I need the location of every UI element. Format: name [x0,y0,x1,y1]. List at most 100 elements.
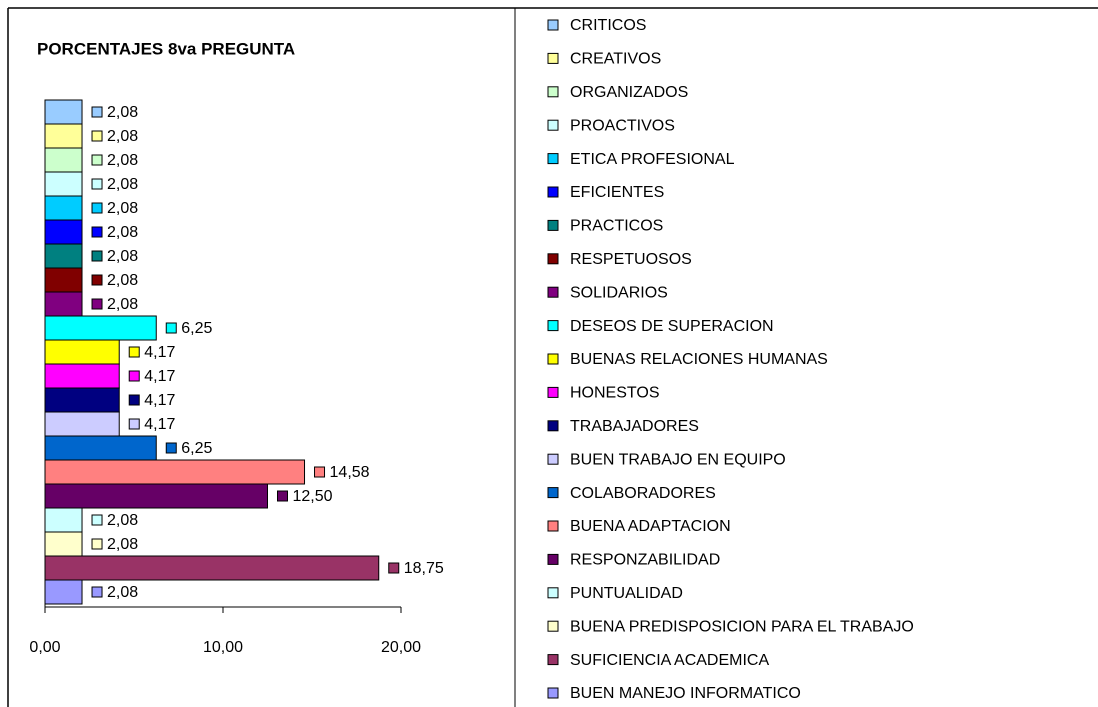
legend-label: CREATIVOS [570,51,661,68]
value-label-key [128,418,140,430]
value-label-key [128,370,140,382]
value-label: 2,08 [107,152,138,169]
bar [44,243,83,269]
value-label-key [314,466,326,478]
value-label: 2,08 [107,536,138,553]
value-label-key [91,250,103,262]
value-label-key [277,490,288,502]
legend-key [547,420,559,432]
value-label: 2,08 [107,512,138,529]
legend-key [547,286,559,298]
legend-key [547,320,559,332]
value-label-key [91,106,103,118]
legend-label: ORGANIZADOS [570,84,688,101]
bar [44,99,83,125]
legend-key [547,620,559,632]
legend-label: CRITICOS [570,17,646,34]
bar [44,387,120,413]
value-label-key [91,178,103,190]
bar [44,435,157,461]
bar [44,291,83,317]
bar [44,411,120,437]
value-label: 2,08 [107,248,138,265]
legend-key [547,386,559,398]
bar [44,555,380,581]
value-label-key [91,202,103,214]
value-label-key [165,322,177,334]
value-label-key [388,562,400,574]
bar [44,171,83,197]
legend-label: BUENAS RELACIONES HUMANAS [570,351,828,368]
legend-key [547,587,559,599]
legend-key [547,253,559,265]
value-label-key [91,514,103,526]
legend-key [547,687,559,699]
legend-key [547,119,559,131]
legend-label: PRACTICOS [570,218,663,235]
legend-label: BUEN TRABAJO EN EQUIPO [570,451,786,468]
value-label: 4,17 [144,416,175,433]
bar [44,579,83,605]
legend-label: DESEOS DE SUPERACION [570,318,774,335]
legend-key [547,19,559,31]
value-label: 4,17 [144,392,175,409]
bar [44,507,83,533]
legend-label: RESPONZABILIDAD [570,552,720,569]
value-label: 18,75 [404,560,444,577]
value-label: 2,08 [107,584,138,601]
bar [44,147,83,173]
legend-label: COLABORADORES [570,485,716,502]
legend-key [547,219,559,231]
value-label: 2,08 [107,272,138,289]
legend-key [547,186,559,198]
legend-key [547,353,559,365]
legend-label: SOLIDARIOS [570,284,668,301]
x-tick-label: 20,00 [381,639,421,656]
value-label: 2,08 [107,176,138,193]
x-tick-label: 0,00 [29,639,60,656]
value-label-key [91,130,103,142]
legend-label: HONESTOS [570,385,660,402]
bar [44,483,268,509]
legend-key [547,52,559,64]
value-label: 2,08 [107,128,138,145]
legend-label: BUEN MANEJO INFORMATICO [570,685,801,702]
bar [44,195,83,221]
value-label: 2,08 [107,296,138,313]
value-label-key [91,226,103,238]
legend-key [547,654,559,666]
value-label-key [128,394,140,406]
legend-label: EFICIENTES [570,184,664,201]
bar [44,123,83,149]
legend-key [547,153,559,165]
value-label: 14,58 [330,464,370,481]
bar [44,531,83,557]
value-label: 4,17 [144,368,175,385]
bar [44,363,120,389]
value-label: 6,25 [181,320,212,337]
value-label: 12,50 [293,488,333,505]
legend-key [547,487,559,499]
value-label-key [128,346,140,358]
value-label-key [91,298,103,310]
legend-label: PROACTIVOS [570,117,675,134]
value-label-key [91,538,103,550]
bar [44,459,306,485]
legend-key [547,553,559,565]
value-label: 2,08 [107,224,138,241]
bar [44,339,120,365]
legend-label: BUENA PREDISPOSICION PARA EL TRABAJO [570,618,914,635]
value-label: 6,25 [181,440,212,457]
legend-key [547,453,559,465]
chart-title: PORCENTAJES 8va PREGUNTA [37,39,295,58]
bar [44,267,83,293]
legend-label: RESPETUOSOS [570,251,692,268]
legend-label: SUFICIENCIA ACADEMICA [570,652,769,669]
value-label: 2,08 [107,200,138,217]
legend-label: TRABAJADORES [570,418,699,435]
value-label-key [91,154,103,166]
value-label: 4,17 [144,344,175,361]
value-label: 2,08 [107,104,138,121]
value-label-key [91,274,103,286]
